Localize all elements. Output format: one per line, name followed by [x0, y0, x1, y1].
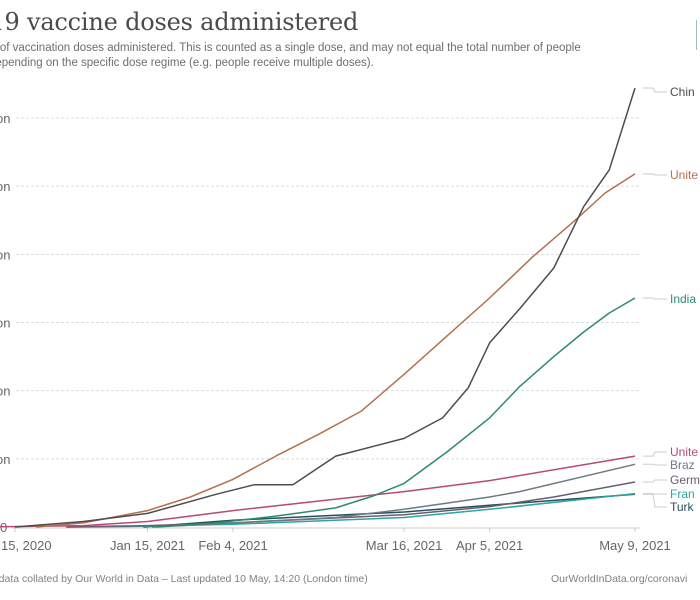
series-label-germany[interactable]: Germ: [670, 473, 700, 487]
series-line-united-states[interactable]: [36, 173, 636, 528]
label-connector: [643, 173, 667, 176]
chart-title: D-19 vaccine doses administered: [0, 8, 359, 36]
series-label-turkey[interactable]: Turk: [670, 500, 695, 514]
series-line-united-kingdom[interactable]: [0, 455, 636, 528]
series-label-france[interactable]: Fran: [670, 487, 695, 501]
source-note: cial data collated by Our World in Data …: [0, 573, 368, 585]
x-tick-label: Apr 5, 2021: [456, 538, 523, 553]
series-line-india[interactable]: [151, 297, 636, 528]
x-axis: 15, 2020 Jan 15, 2021 Feb 4, 2021 Mar 16, 2…: [1, 527, 671, 553]
label-connector: [643, 87, 667, 93]
series-label-india[interactable]: India: [670, 292, 696, 306]
chart-subtitle: ber of vaccination doses administered. T…: [0, 41, 700, 71]
x-tick-label: 15, 2020: [1, 538, 52, 553]
label-connector: [643, 297, 667, 300]
y-tick-label: on: [0, 384, 10, 399]
y-axis-ticks: 0 on on on on on on: [0, 111, 10, 535]
label-connector: [643, 463, 667, 466]
subtitle-line-1: ber of vaccination doses administered. T…: [0, 42, 581, 54]
series-label-brazil[interactable]: Braz: [670, 458, 695, 472]
series-line-germany[interactable]: [66, 481, 636, 528]
y-tick-label: on: [0, 316, 10, 331]
y-tick-label: on: [0, 247, 10, 262]
x-tick-label: Mar 16, 2021: [366, 538, 443, 553]
label-connector: [643, 493, 667, 508]
owid-logo: [696, 20, 700, 50]
y-tick-label: 0: [0, 520, 7, 535]
series-line-china[interactable]: [14, 87, 636, 528]
series-line-france[interactable]: [66, 492, 636, 528]
series-line-turkey[interactable]: [143, 493, 636, 528]
gridlines: [16, 117, 640, 460]
series-lines: [0, 87, 636, 528]
series-label-united-states[interactable]: Unite: [670, 168, 698, 182]
y-tick-label: on: [0, 179, 10, 194]
x-tick-label: Jan 15, 2021: [110, 538, 185, 553]
source-url-link[interactable]: OurWorldInData.org/coronavi: [551, 573, 688, 585]
label-connector: [643, 451, 667, 457]
series-line-brazil[interactable]: [156, 463, 636, 528]
x-tick-label: Feb 4, 2021: [198, 538, 267, 553]
series-label-united-kingdom[interactable]: Unite: [670, 445, 698, 459]
subtitle-line-2: l, depending on the specific dose regime…: [0, 57, 374, 69]
series-label-china[interactable]: Chin: [670, 85, 695, 99]
y-tick-label: on: [0, 452, 10, 467]
y-tick-label: on: [0, 111, 10, 126]
x-tick-label: May 9, 2021: [599, 538, 671, 553]
label-connector: [643, 479, 667, 483]
